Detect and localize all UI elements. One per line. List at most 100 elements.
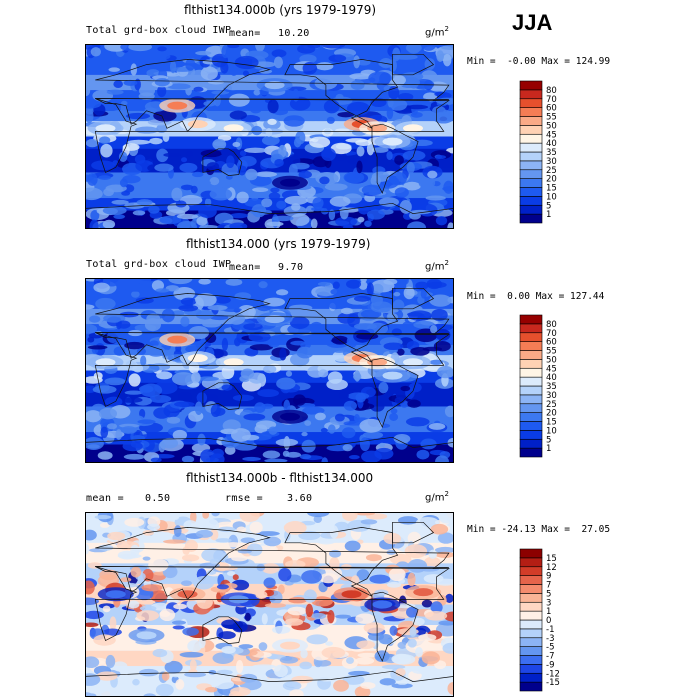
map-cell — [85, 580, 95, 595]
map-cell — [85, 622, 99, 628]
map-cell — [342, 224, 354, 229]
map-cell — [194, 401, 203, 415]
map-cell — [232, 141, 241, 148]
colorbar-swatch — [519, 178, 543, 188]
colorbar-tick-label: 0 — [546, 616, 551, 626]
map-cell — [388, 86, 400, 100]
map-cell — [411, 666, 429, 674]
coastline — [392, 53, 435, 76]
map-cell — [261, 613, 268, 625]
colorbar-swatch — [519, 196, 543, 206]
map-cell — [126, 112, 151, 120]
map-cell — [264, 602, 287, 608]
map-cell — [278, 584, 285, 595]
map-cell — [177, 391, 193, 403]
map-cell — [175, 678, 185, 690]
map-cell — [314, 545, 337, 551]
map-cell — [293, 137, 302, 148]
colorbar-tick-label: 55 — [546, 113, 557, 123]
map-cell — [153, 110, 177, 122]
colorbar-tick-label: -5 — [546, 643, 554, 653]
colorbar-swatch — [519, 447, 543, 458]
map-cell — [206, 570, 217, 575]
map-cell — [407, 312, 424, 317]
coastline — [94, 566, 451, 641]
map-cell — [421, 599, 433, 608]
map-cell — [244, 147, 267, 154]
colorbar-swatch — [519, 160, 543, 171]
map-cell — [370, 301, 393, 313]
map-cell — [390, 408, 398, 414]
map-region-core — [372, 600, 393, 609]
map-cell — [235, 660, 244, 674]
map-cell — [310, 218, 318, 229]
map-cell — [353, 414, 360, 423]
map-cell — [98, 175, 112, 180]
map-cell — [139, 605, 157, 612]
map-cell — [218, 631, 236, 640]
map-cell — [242, 456, 261, 461]
map-cell — [229, 222, 248, 229]
map-cell — [215, 538, 232, 543]
map-cell — [389, 625, 398, 636]
map-band — [85, 542, 454, 564]
map-cell — [237, 164, 247, 176]
map-cell — [273, 664, 288, 678]
map-cell — [180, 297, 197, 306]
map-cell — [222, 80, 243, 91]
map-cell — [301, 570, 322, 584]
map-cell — [136, 199, 153, 206]
map-cell — [407, 572, 416, 587]
map-cell — [180, 316, 190, 327]
map-region-core — [187, 354, 208, 363]
colorbar-tick-label: 70 — [546, 95, 557, 105]
map-cell — [335, 128, 350, 133]
map-cell — [216, 669, 233, 675]
map-cell — [124, 390, 143, 395]
map-cell — [232, 394, 254, 402]
map-cell — [113, 80, 123, 89]
colorbar-tick-label: 9 — [546, 572, 551, 582]
map-cell — [414, 627, 427, 636]
map-cell — [343, 171, 365, 184]
map-cell — [128, 373, 141, 387]
map-cell — [183, 520, 198, 531]
map-cell — [427, 170, 438, 179]
map-cell — [209, 558, 220, 565]
map-cell — [292, 394, 306, 406]
map-cell — [123, 453, 146, 460]
colorbar-swatch — [519, 681, 543, 692]
map-cell — [307, 44, 321, 49]
map-cell — [271, 625, 291, 634]
map-cell — [85, 610, 104, 620]
map-cell — [415, 281, 429, 290]
colorbar-swatch — [519, 593, 543, 603]
map-cell — [207, 305, 228, 311]
colorbar-tick-label: 20 — [546, 409, 557, 419]
map-cell — [228, 690, 242, 697]
map-cell — [420, 438, 437, 450]
map-cell — [289, 316, 310, 329]
colorbar-tick-label: 15 — [546, 554, 557, 564]
map-cell — [432, 111, 454, 124]
map-cell — [189, 659, 197, 672]
map-frame — [85, 44, 454, 229]
map-cell — [264, 458, 288, 463]
map-cell — [338, 392, 349, 400]
map-cell — [282, 681, 302, 691]
map-cell — [435, 455, 449, 463]
map-cell — [106, 89, 124, 95]
map-cell — [323, 99, 340, 114]
map-cell — [275, 438, 299, 447]
colorbar-tick-label: 3 — [546, 598, 551, 608]
colorbar-swatch — [519, 213, 543, 224]
map-cell — [430, 601, 443, 614]
map-cell — [241, 568, 251, 573]
map-cell — [104, 377, 126, 386]
coastline — [202, 382, 243, 410]
map-cell — [142, 530, 154, 536]
map-cell — [211, 512, 220, 517]
map-cell — [246, 543, 263, 557]
map-cell — [255, 171, 277, 178]
